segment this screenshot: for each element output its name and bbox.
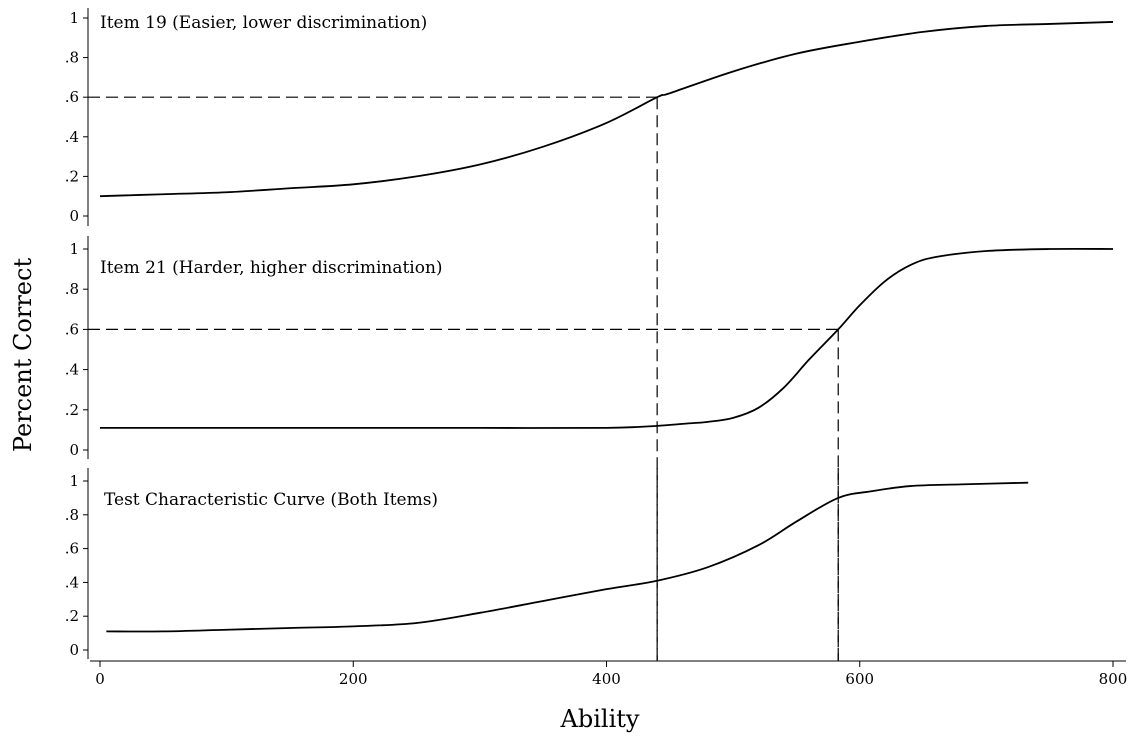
panel-3: 0 .2 .4 .6 .8 1 Test Characteristic Curve (Bot… <box>65 468 1029 659</box>
y-tick-label: 1 <box>69 9 79 27</box>
y-tick-label: .4 <box>65 128 79 146</box>
y-axis-title: Percent Correct <box>9 258 37 453</box>
y-tick-label: .4 <box>65 361 79 379</box>
y-tick-label: 0 <box>69 207 79 225</box>
reference-lines-layer <box>88 96 839 661</box>
x-tick-label: 800 <box>1099 670 1128 688</box>
y-tick-label: .2 <box>65 167 79 185</box>
y-tick-label: .6 <box>65 540 79 558</box>
x-tick-label: 600 <box>845 670 874 688</box>
x-tick-label: 0 <box>95 670 105 688</box>
panel-label: Item 19 (Easier, lower discrimination) <box>100 13 427 33</box>
y-tick-label: 0 <box>69 441 79 459</box>
curve-line <box>106 481 1029 633</box>
y-tick-label: 0 <box>69 641 79 659</box>
y-tick-label: .2 <box>65 401 79 419</box>
y-tick-label: .6 <box>65 320 79 338</box>
curve-line <box>99 21 1114 198</box>
y-tick-label: .8 <box>65 280 79 298</box>
y-tick-label: .8 <box>65 49 79 67</box>
x-axis-title: Ability <box>560 705 640 733</box>
panel-1: 0 .2 .4 .6 .8 1 Item 19 (Easier, lower discrim… <box>65 8 1114 226</box>
x-tick-label: 200 <box>339 670 368 688</box>
y-tick-label: 1 <box>69 472 79 490</box>
x-axis: 0 200 400 600 800 <box>90 660 1128 688</box>
x-tick-label: 400 <box>592 670 621 688</box>
panels-layer: 0 .2 .4 .6 .8 1 Item 19 (Easier, lower discrim… <box>65 8 1114 659</box>
y-tick-label: .6 <box>65 88 79 106</box>
panel-label: Test Characteristic Curve (Both Items) <box>104 490 438 510</box>
curve-line <box>100 247 1114 429</box>
y-tick-label: .8 <box>65 506 79 524</box>
panel-2: 0 .2 .4 .6 .8 1 Item 21 (Harder, higher discri… <box>65 236 1114 459</box>
y-tick-label: 1 <box>69 240 79 258</box>
y-tick-label: .2 <box>65 607 79 625</box>
panel-label: Item 21 (Harder, higher discrimination) <box>100 258 443 278</box>
y-tick-label: .4 <box>65 573 79 591</box>
